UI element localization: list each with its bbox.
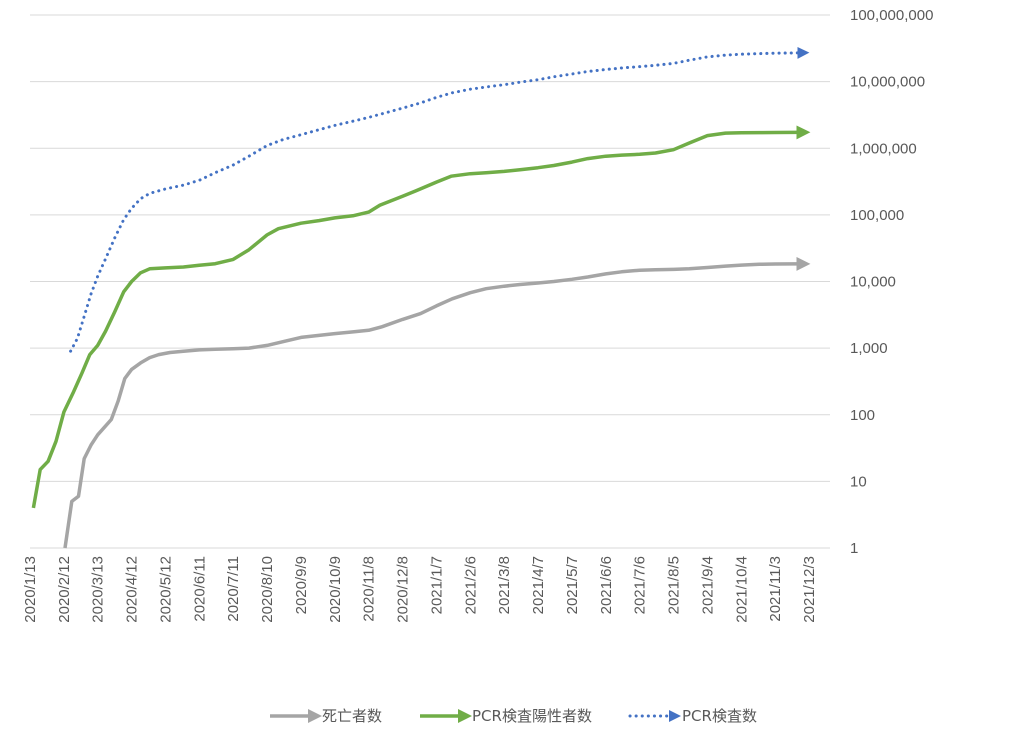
series-line-3: [69, 46, 810, 353]
x-tick-label: 2020/3/13: [90, 556, 107, 623]
gridlines: [30, 14, 830, 549]
x-tick-label: 2020/2/12: [56, 556, 73, 623]
x-tick-label: 2021/5/7: [564, 556, 581, 614]
x-tick-label: 2021/2/6: [462, 556, 479, 614]
x-tick-label: 2020/10/9: [327, 556, 344, 623]
series-line-2: [31, 125, 811, 509]
x-tick-label: 2021/6/6: [598, 556, 615, 614]
x-tick-label: 2020/8/10: [259, 556, 276, 623]
x-tick-label: 2020/6/11: [191, 556, 208, 622]
y-tick-label: 1,000: [850, 340, 888, 357]
y-tick-label: 10,000,000: [850, 74, 925, 91]
x-tick-label: 2021/9/4: [699, 556, 716, 614]
x-tick-label: 2021/4/7: [530, 556, 547, 614]
x-tick-label: 2021/11/3: [767, 556, 784, 622]
legend-label: 死亡者数: [322, 707, 382, 725]
x-tick-label: 2021/10/4: [733, 556, 750, 623]
legend-label: PCR検査陽性者数: [472, 707, 592, 725]
series-line-1: [63, 256, 811, 549]
x-tick-label: 2021/8/5: [666, 556, 683, 614]
x-tick-label: 2021/7/6: [632, 556, 649, 614]
x-tick-label: 2020/12/8: [395, 556, 412, 623]
y-tick-label: 1,000,000: [850, 140, 917, 157]
y-tick-label: 10,000: [850, 274, 896, 291]
series-layer: [31, 46, 811, 549]
y-tick-label: 100,000,000: [850, 7, 933, 24]
x-tick-label: 2020/4/12: [124, 556, 141, 623]
x-tick-label: 2020/9/9: [293, 556, 310, 614]
x-tick-label: 2020/1/13: [22, 556, 39, 623]
y-tick-label: 1: [850, 540, 858, 557]
legend: 死亡者数 PCR検査陽性者数 PCR検査数: [270, 707, 757, 725]
y-axis-tick-labels: 1 10 100 1,000 10,000 100,000 1,000,000 10,000,…: [850, 7, 933, 557]
legend-label: PCR検査数: [682, 707, 757, 725]
x-tick-label: 2020/11/8: [361, 556, 378, 622]
x-tick-label: 2021/3/8: [496, 556, 513, 614]
y-tick-label: 100: [850, 407, 875, 424]
y-tick-label: 100,000: [850, 207, 904, 224]
x-tick-label: 2021/1/7: [428, 556, 445, 614]
y-tick-label: 10: [850, 473, 867, 490]
x-tick-label: 2020/5/12: [157, 556, 174, 623]
x-tick-label: 2021/12/3: [801, 556, 818, 623]
x-tick-label: 2020/7/11: [225, 556, 242, 622]
x-axis-tick-labels: 2020/1/13 2020/2/12 2020/3/13 2020/4/12 2020…: [22, 556, 818, 623]
